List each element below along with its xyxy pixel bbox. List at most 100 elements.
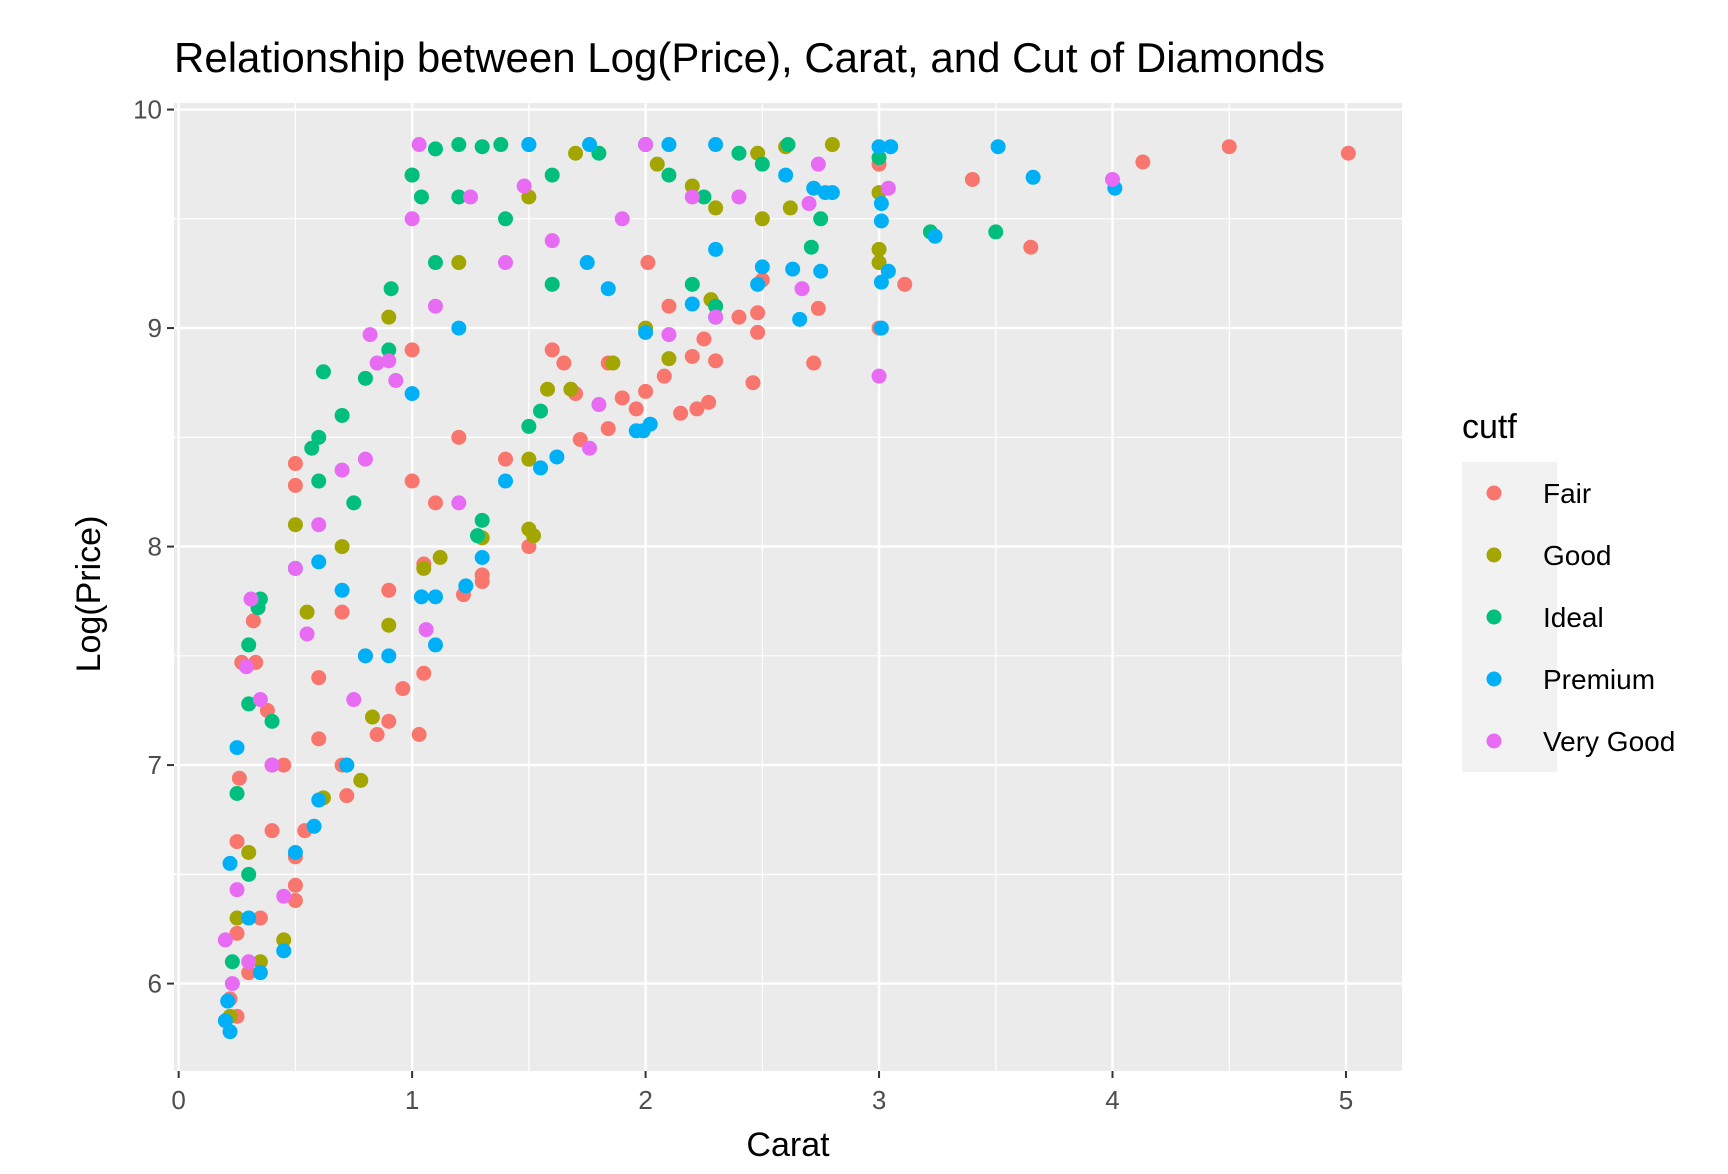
y-tick-label: 7 [148,750,162,780]
data-point-ideal [533,403,549,419]
data-point-good [241,844,257,860]
data-point-ideal [451,189,467,205]
y-tick-label: 8 [148,532,162,562]
data-point-premium [220,993,236,1009]
data-point-very-good [241,954,257,970]
data-point-fair [369,726,385,742]
data-point-very-good [369,355,385,371]
data-point-ideal [346,495,362,511]
points-layer [217,137,1356,1040]
data-point-premium [404,386,420,402]
legend-key-good [1486,547,1502,563]
data-point-very-good [252,692,268,708]
data-point-fair [498,451,514,467]
y-axis-title: Log(Price) [70,516,108,673]
data-point-fair [708,353,724,369]
data-point-good [824,137,840,153]
data-point-premium [708,241,724,257]
data-point-very-good [346,692,362,708]
data-point-ideal [229,785,245,801]
data-point-fair [229,834,245,850]
y-tick-label: 6 [148,969,162,999]
data-point-good [252,954,268,970]
data-point-premium [927,228,943,244]
legend-label: Ideal [1543,602,1604,633]
x-axis-title: Carat [746,1126,830,1164]
data-point-good [416,560,432,576]
data-point-premium [357,648,373,664]
legend-label: Fair [1543,478,1591,509]
data-point-very-good [614,211,630,227]
data-point-premium [306,818,322,834]
data-point-premium [600,281,616,297]
legend-label: Good [1543,540,1612,571]
data-point-fair [614,390,630,406]
data-point-fair [656,368,672,384]
data-point-premium [521,137,537,153]
data-point-very-good [229,882,245,898]
data-point-good [299,604,315,620]
data-point-ideal [780,137,796,153]
data-point-good [684,178,700,194]
data-point-premium [750,276,766,292]
data-point-ideal [469,528,485,544]
data-point-good [276,932,292,948]
data-point-premium [708,137,724,153]
data-point-ideal [544,276,560,292]
data-point-good [381,309,397,325]
data-point-premium [661,137,677,153]
data-point-premium [873,274,889,290]
data-point-fair [1221,139,1237,155]
data-point-good [364,709,380,725]
data-point-premium [549,449,565,465]
data-point-fair [381,713,397,729]
legend-label: Very Good [1543,726,1675,757]
data-point-very-good [404,211,420,227]
data-point-ideal [684,276,700,292]
x-tick-label: 4 [1105,1085,1119,1115]
data-point-fair [731,309,747,325]
data-point-very-good [794,281,810,297]
data-point-ideal [383,281,399,297]
data-point-fair [334,604,350,620]
data-point-premium [883,139,899,155]
data-point-premium [990,139,1006,155]
data-point-very-good [287,560,303,576]
data-point-ideal [311,429,327,445]
data-point-fair [897,276,913,292]
y-tick-labels: 6 7 8 9 10 [133,95,162,999]
data-point-good [782,200,798,216]
data-point-good [381,617,397,633]
data-point-very-good [411,137,427,153]
data-point-ideal [357,370,373,386]
data-point-premium [427,637,443,653]
data-point-very-good [582,440,598,456]
data-point-premium [222,1024,238,1040]
data-point-fair [287,893,303,909]
chart-title: Relationship between Log(Price), Carat, … [174,34,1325,81]
data-point-ideal [988,224,1004,240]
data-point-very-good [264,757,280,773]
data-point-fair [411,726,427,742]
data-point-fair [229,925,245,941]
data-point-very-good [357,451,373,467]
y-tick-label: 10 [133,95,162,125]
data-point-good [708,200,724,216]
data-point-fair [638,383,654,399]
data-point-fair [474,567,490,583]
data-point-fair [287,877,303,893]
x-tick-labels: 0 1 2 3 4 5 [171,1085,1353,1115]
data-point-premium [241,910,257,926]
data-point-ideal [661,167,677,183]
data-point-good [287,517,303,533]
data-point-premium [533,460,549,476]
data-point-fair [810,300,826,316]
data-point-ideal [304,440,320,456]
data-point-fair [252,910,268,926]
data-point-premium [287,844,303,860]
data-point-fair [404,342,420,358]
data-point-fair [696,331,712,347]
data-point-very-good [299,626,315,642]
data-point-ideal [311,473,327,489]
